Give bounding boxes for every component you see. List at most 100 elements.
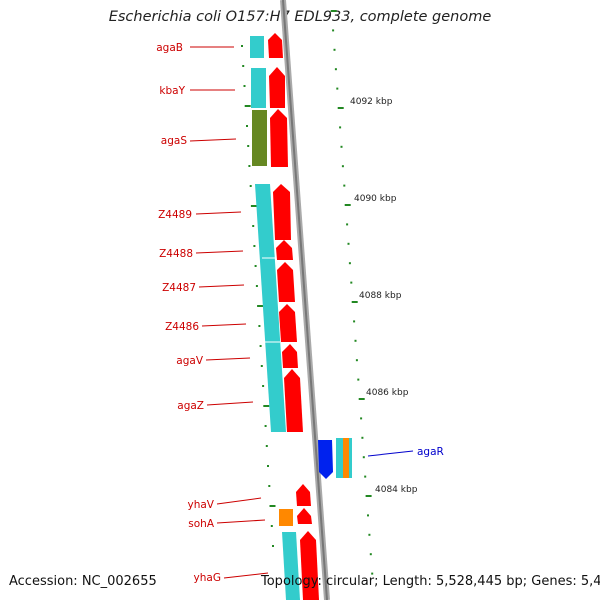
tick-mark [346, 223, 349, 226]
gene-label-Z4486[interactable]: Z4486 [165, 321, 199, 333]
tick-mark [263, 405, 270, 407]
gene-label-sohA[interactable]: sohA [188, 518, 215, 530]
cds-arrow[interactable] [282, 344, 298, 368]
tick-mark [354, 339, 357, 342]
tick-mark [353, 320, 356, 323]
cds-arrow[interactable] [284, 369, 303, 432]
tick-mark [333, 48, 336, 51]
gene-label-agaS[interactable]: agaS [161, 135, 188, 147]
tick-mark [336, 87, 339, 90]
tick-mark [270, 525, 273, 527]
tick-mark [344, 204, 351, 206]
gene-label-kbaY[interactable]: kbaY [159, 85, 185, 97]
gene-label-Z4487[interactable]: Z4487 [162, 282, 196, 294]
tick-mark [362, 456, 365, 459]
tick-mark [367, 514, 369, 517]
gene-block[interactable] [252, 110, 267, 166]
tick-mark [255, 285, 258, 287]
tick-mark [330, 10, 337, 12]
cds-arrow[interactable] [297, 508, 312, 524]
tick-mark [347, 242, 350, 245]
tick-mark [337, 107, 344, 109]
tick-mark [332, 29, 335, 32]
tick-mark [247, 145, 250, 147]
tick-mark [258, 325, 261, 327]
cds-arrow[interactable] [277, 262, 295, 302]
orange-feature[interactable] [343, 438, 349, 478]
gene-label-yhaG[interactable]: yhaG [194, 572, 221, 584]
tick-mark [243, 85, 246, 87]
regulator-arrow[interactable] [318, 440, 333, 479]
gene-block[interactable] [255, 184, 286, 432]
cds-arrow[interactable] [276, 240, 293, 260]
tick-mark [341, 165, 344, 168]
orange-feature[interactable] [349, 438, 352, 478]
tick-mark [253, 245, 256, 247]
genome-summary: Topology: circular; Length: 5,528,445 bp… [261, 574, 600, 589]
genome-backbone [280, 0, 330, 600]
gene-label-Z4489[interactable]: Z4489 [158, 209, 192, 221]
gene-block[interactable] [336, 438, 344, 478]
tick-mark [357, 378, 360, 381]
tick-mark [343, 184, 346, 187]
gene-label-agaZ[interactable]: agaZ [177, 400, 204, 412]
tick-mark [360, 417, 363, 420]
tick-track [241, 10, 374, 575]
tick-mark [252, 225, 255, 227]
tick-mark [260, 365, 263, 367]
cds-arrow[interactable] [269, 67, 285, 108]
gene-label-Z4488[interactable]: Z4488 [159, 248, 193, 260]
cds-arrow[interactable] [273, 184, 291, 240]
map-title: Escherichia coli O157:H7 EDL933, complet… [108, 9, 492, 25]
tick-mark [340, 145, 343, 148]
cds-arrow[interactable] [279, 304, 297, 342]
tick-mark [364, 475, 367, 478]
tick-mark [350, 281, 353, 284]
tick-mark [257, 305, 264, 307]
gene-block[interactable] [251, 68, 266, 108]
tick-mark [339, 126, 342, 129]
tick-mark [272, 545, 274, 547]
tick-mark [365, 495, 372, 497]
label-leaders [189, 46, 269, 579]
tick-mark [244, 105, 251, 107]
tick-mark [334, 68, 337, 71]
scale-label: 4086 kbp [366, 388, 409, 398]
gene-block[interactable] [250, 36, 264, 58]
gene-block[interactable] [282, 532, 300, 600]
scale-label: 4090 kbp [354, 194, 397, 204]
gene-label-agaV[interactable]: agaV [176, 355, 204, 367]
gene-label-agaR[interactable]: agaR [417, 446, 444, 458]
cds-arrow[interactable] [270, 109, 288, 167]
cds-arrow[interactable] [268, 33, 283, 58]
gene-label-agaB[interactable]: agaB [156, 42, 183, 54]
feature-track [250, 33, 352, 600]
tick-mark [250, 205, 257, 207]
scale-label: 4088 kbp [359, 291, 402, 301]
tick-mark [368, 533, 371, 536]
orange-feature[interactable] [279, 509, 293, 526]
tick-mark [262, 385, 265, 387]
tick-mark [358, 398, 365, 400]
tick-mark [371, 572, 374, 575]
tick-mark [265, 445, 268, 447]
tick-mark [242, 65, 245, 67]
gene-label-yhaV[interactable]: yhaV [188, 499, 215, 511]
tick-mark [241, 45, 243, 47]
tick-mark [369, 553, 372, 556]
tick-mark [361, 436, 364, 439]
scale-label: 4092 kbp [350, 97, 393, 107]
tick-mark [267, 465, 269, 467]
tick-mark [254, 265, 257, 267]
tick-mark [348, 262, 351, 265]
tick-mark [246, 125, 248, 127]
tick-mark [355, 359, 358, 362]
label-leader [367, 450, 414, 457]
tick-mark [259, 345, 262, 347]
scale-label: 4084 kbp [375, 485, 418, 495]
cds-arrow[interactable] [296, 484, 311, 506]
cds-arrow[interactable] [300, 531, 319, 600]
tick-mark [268, 485, 271, 487]
tick-mark [269, 505, 276, 507]
